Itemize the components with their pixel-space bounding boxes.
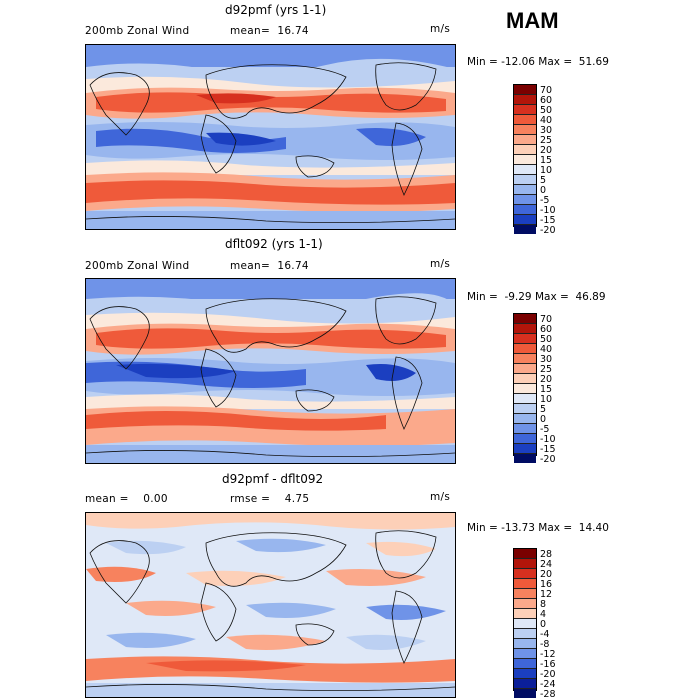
colorbar-1-tick: -5 — [540, 195, 550, 206]
colorbar-1-tick: 25 — [540, 135, 553, 146]
colorbar-1-tick: -20 — [540, 225, 556, 236]
map-3-field — [86, 513, 455, 697]
panel-1-units: m/s — [430, 23, 451, 35]
colorbar-3 — [513, 548, 537, 698]
colorbar-1-tick: -15 — [540, 215, 556, 226]
panel-2-mean: mean= 16.74 — [230, 260, 309, 272]
colorbar-3-tick: 12 — [540, 589, 553, 600]
colorbar-2-tick: -15 — [540, 444, 556, 455]
panel-2-units: m/s — [430, 258, 451, 270]
map-panel-3 — [85, 512, 456, 698]
colorbar-2-tick: 10 — [540, 394, 553, 405]
colorbar-1-tick: 0 — [540, 185, 547, 196]
colorbar-1-tick: 15 — [540, 155, 553, 166]
colorbar-3-tick: -24 — [540, 679, 556, 690]
colorbar-3-tick: -28 — [540, 689, 556, 700]
colorbar-2-tick: 5 — [540, 404, 547, 415]
map-panel-1 — [85, 44, 456, 230]
colorbar-2-tick: 60 — [540, 324, 553, 335]
colorbar-1-tick: 60 — [540, 95, 553, 106]
panel-2-variable: 200mb Zonal Wind — [85, 260, 190, 272]
panel-1-title: d92pmf (yrs 1-1) — [225, 3, 327, 17]
panel-1-minmax: Min = -12.06 Max = 51.69 — [467, 56, 609, 68]
colorbar-3-tick: 28 — [540, 549, 553, 560]
panel-3-mean: mean = 0.00 — [85, 493, 168, 505]
colorbar-2-tick: 15 — [540, 384, 553, 395]
colorbar-2-tick: 40 — [540, 344, 553, 355]
colorbar-3-tick: 16 — [540, 579, 553, 590]
colorbar-2-tick: -5 — [540, 424, 550, 435]
colorbar-3-tick: -16 — [540, 659, 556, 670]
season-label: MAM — [506, 8, 559, 33]
colorbar-3-tick: 8 — [540, 599, 547, 610]
colorbar-3-tick: 0 — [540, 619, 547, 630]
colorbar-1-tick: 20 — [540, 145, 553, 156]
colorbar-3-tick: -12 — [540, 649, 556, 660]
map-1-field — [86, 45, 455, 229]
colorbar-3-labels: 28 24 20 16 12 8 4 0 -4 -8 -12 -16 -20 -… — [540, 550, 556, 700]
colorbar-1-tick: 70 — [540, 85, 553, 96]
colorbar-1-labels: 70 60 50 40 30 25 20 15 10 5 0 -5 -10 -1… — [540, 86, 556, 236]
colorbar-2 — [513, 313, 537, 463]
colorbar-2-labels: 70 60 50 40 30 25 20 15 10 5 0 -5 -10 -1… — [540, 315, 556, 465]
panel-1-variable: 200mb Zonal Wind — [85, 25, 190, 37]
panel-3-title: d92pmf - dflt092 — [222, 472, 324, 486]
colorbar-3-tick: 24 — [540, 559, 553, 570]
colorbar-3-tick: -20 — [540, 669, 556, 680]
panel-2-minmax: Min = -9.29 Max = 46.89 — [467, 291, 606, 303]
colorbar-3-tick: 20 — [540, 569, 553, 580]
colorbar-1-tick: 5 — [540, 175, 547, 186]
map-2-field — [86, 279, 455, 463]
colorbar-2-tick: 0 — [540, 414, 547, 425]
colorbar-1-tick: 40 — [540, 115, 553, 126]
panel-2-title: dflt092 (yrs 1-1) — [225, 237, 323, 251]
colorbar-2-tick: -10 — [540, 434, 556, 445]
colorbar-2-tick: 25 — [540, 364, 553, 375]
map-panel-2 — [85, 278, 456, 464]
colorbar-2-tick: -20 — [540, 454, 556, 465]
colorbar-3-tick: -8 — [540, 639, 550, 650]
panel-3-rmse: rmse = 4.75 — [230, 493, 310, 505]
colorbar-2-tick: 50 — [540, 334, 553, 345]
colorbar-1-tick: -10 — [540, 205, 556, 216]
panel-3-units: m/s — [430, 491, 451, 503]
colorbar-2-tick: 20 — [540, 374, 553, 385]
colorbar-2-tick: 30 — [540, 354, 553, 365]
colorbar-1-tick: 10 — [540, 165, 553, 176]
colorbar-1-tick: 30 — [540, 125, 553, 136]
colorbar-3-tick: -4 — [540, 629, 550, 640]
colorbar-1-tick: 50 — [540, 105, 553, 116]
panel-3-minmax: Min = -13.73 Max = 14.40 — [467, 522, 609, 534]
panel-1-mean: mean= 16.74 — [230, 25, 309, 37]
colorbar-2-tick: 70 — [540, 314, 553, 325]
colorbar-1 — [513, 84, 537, 234]
colorbar-3-tick: 4 — [540, 609, 547, 620]
